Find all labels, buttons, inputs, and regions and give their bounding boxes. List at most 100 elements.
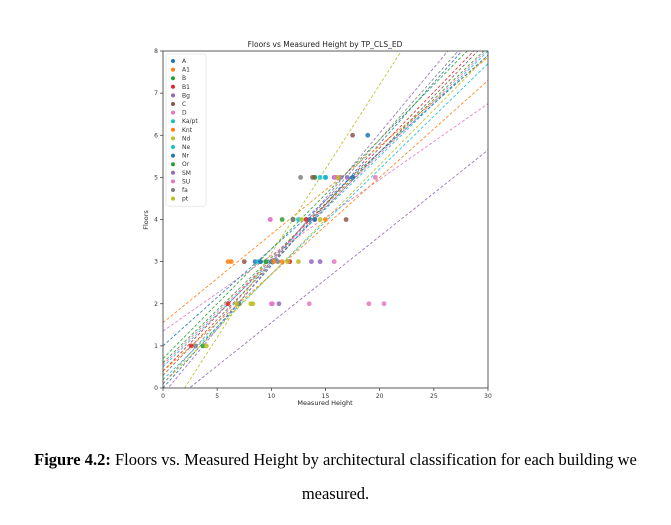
fit-line (184, 51, 402, 388)
y-tick-label: 0 (154, 385, 158, 392)
legend-marker (171, 76, 175, 81)
legend-label: A1 (182, 67, 190, 74)
legend-label: D (182, 110, 187, 117)
data-point (203, 343, 209, 349)
data-point (317, 174, 323, 180)
fit-line (163, 51, 459, 385)
data-point (372, 174, 378, 180)
data-point (279, 259, 285, 265)
data-point (343, 217, 349, 222)
fit-line (163, 51, 488, 368)
y-tick-label: 3 (154, 259, 158, 266)
legend-marker (171, 145, 175, 149)
data-point (312, 217, 318, 222)
chart-title: Floors vs Measured Height by TP_CLS_ED (248, 40, 403, 49)
fit-line (163, 51, 485, 364)
legend-label: Or (182, 161, 190, 168)
legend-marker (171, 136, 175, 141)
fit-line (163, 103, 488, 332)
fit-line (188, 149, 488, 388)
fit-line (163, 51, 468, 359)
x-tick-label: 30 (484, 393, 492, 400)
data-point (381, 301, 387, 307)
legend-marker (171, 127, 175, 132)
legend-label: C (182, 101, 186, 108)
x-axis-ticks: 0 5 10 15 20 25 30 (161, 388, 492, 400)
figure-caption: Figure 4.2: Floors vs. Measured Height b… (0, 450, 671, 470)
legend-marker (171, 84, 175, 89)
data-point (350, 132, 355, 138)
figure-label: Figure 4.2: (34, 450, 111, 469)
y-tick-label: 5 (154, 174, 158, 181)
y-tick-label: 1 (154, 343, 158, 350)
data-point (285, 259, 290, 265)
data-point (299, 217, 305, 222)
legend-label: Bg (182, 92, 190, 99)
data-point (250, 301, 256, 307)
data-point (298, 174, 303, 180)
x-tick-label: 0 (161, 393, 165, 400)
fit-line (163, 51, 479, 376)
legend-label: pt (182, 196, 189, 203)
legend-label: B1 (182, 84, 190, 91)
data-point (241, 259, 247, 265)
data-point (258, 259, 263, 265)
fit-line (163, 51, 487, 366)
legend-label: Ne (182, 144, 190, 151)
data-point (366, 301, 372, 307)
plot-area: 0 5 10 15 20 25 30 0 1 2 3 4 5 6 7 8 Measured Height F… (142, 48, 492, 407)
fit-line (163, 51, 475, 372)
data-point (188, 343, 194, 349)
data-point (276, 301, 282, 307)
legend-marker (171, 119, 175, 124)
legend-marker (171, 59, 175, 63)
data-point (225, 259, 231, 265)
legend-label: fa (182, 187, 188, 194)
data-point (271, 259, 276, 265)
data-point (270, 301, 275, 307)
legend-marker (171, 162, 175, 167)
figure-caption-line2: measured. (301, 484, 370, 503)
x-tick-label: 5 (215, 393, 219, 400)
legend-marker (171, 170, 175, 175)
y-tick-label: 4 (154, 217, 158, 224)
fit-line (163, 56, 488, 324)
legend-marker (171, 188, 175, 192)
x-axis-label: Measured Height (297, 399, 353, 407)
scatter-chart: Floors vs Measured Height by TP_CLS_ED 0… (142, 40, 492, 407)
x-tick-label: 20 (376, 393, 384, 400)
legend-label: SU (182, 178, 190, 185)
data-point (193, 343, 198, 349)
data-point (306, 301, 312, 307)
fit-lines (163, 51, 488, 388)
data-point (310, 174, 315, 180)
data-point (350, 174, 355, 180)
y-axis-ticks: 0 1 2 3 4 5 6 7 8 (154, 48, 163, 392)
x-tick-label: 15 (322, 393, 330, 400)
caption-text: Floors vs. Measured Height by architectu… (110, 450, 637, 469)
y-axis-label: Floors (142, 210, 150, 230)
data-point (263, 259, 269, 265)
data-point (296, 259, 301, 265)
legend-label: Nr (182, 153, 189, 160)
legend-marker (171, 153, 175, 158)
data-point (290, 217, 296, 222)
data-point (323, 217, 328, 222)
x-tick-label: 10 (268, 393, 276, 400)
legend-marker (171, 102, 175, 106)
fit-line (163, 54, 488, 347)
data-point (344, 174, 350, 180)
fit-line (167, 51, 449, 388)
legend-label: Knt (182, 127, 193, 134)
y-tick-label: 7 (154, 90, 158, 97)
legend-marker (171, 67, 175, 72)
data-point (225, 301, 231, 307)
data-point (267, 217, 273, 222)
fit-line (163, 80, 488, 372)
data-point (365, 132, 371, 138)
data-point (234, 301, 240, 307)
legend-label: Ka/pt (182, 118, 198, 125)
data-points (188, 132, 387, 349)
legend-label: Nd (182, 135, 190, 142)
data-point (317, 217, 323, 222)
